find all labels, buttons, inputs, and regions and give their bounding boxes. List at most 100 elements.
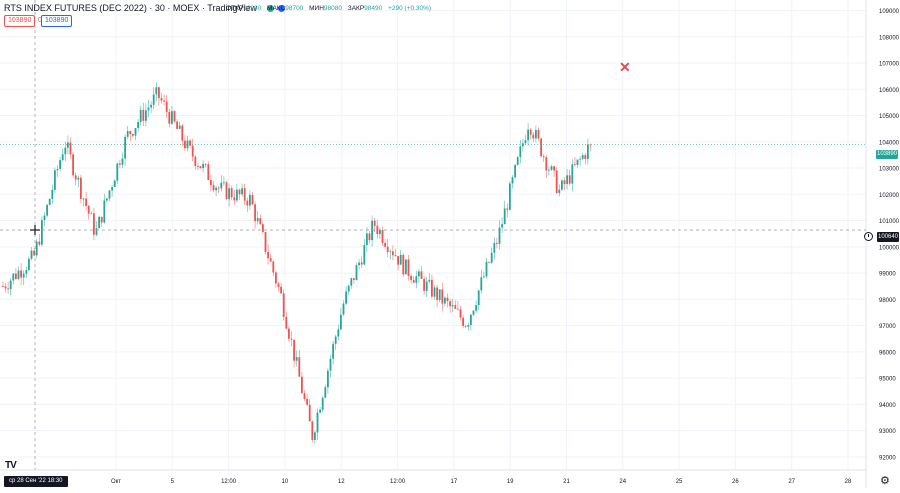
candle-body <box>220 182 223 189</box>
y-tick-label: 106000 <box>879 88 900 94</box>
candle-body <box>46 204 48 216</box>
candle-body <box>558 189 561 194</box>
clock-icon[interactable] <box>864 232 873 241</box>
candle-body <box>428 279 431 282</box>
y-tick-label: 101000 <box>879 219 900 225</box>
candle-body <box>147 107 150 111</box>
candle-body <box>59 160 61 169</box>
candle-body <box>236 189 238 201</box>
ohlc-low-label: МИН <box>309 5 324 12</box>
candle-body <box>25 270 28 274</box>
candle-body <box>264 231 267 252</box>
crosshair-price-label: 100640 <box>877 232 899 242</box>
candle-body <box>579 158 581 160</box>
candle-body <box>451 305 454 307</box>
candle-body <box>524 140 527 144</box>
candle-body <box>191 145 194 157</box>
candle-body <box>108 190 111 199</box>
x-tick-label: 24 <box>619 479 626 485</box>
interval-label[interactable]: 30 <box>154 3 165 13</box>
candle-body <box>386 246 389 253</box>
candle-body <box>423 278 425 291</box>
x-tick-label: 5 <box>171 479 175 485</box>
candle-body <box>342 303 345 315</box>
candle-body <box>69 142 72 155</box>
tradingview-logo-icon[interactable]: TV <box>5 460 17 471</box>
candle-body <box>194 156 197 167</box>
candle-body <box>126 131 129 137</box>
candle-body <box>134 128 137 136</box>
close-cross-icon[interactable]: ✕ <box>619 59 631 75</box>
candle-body <box>433 287 436 297</box>
candle-body <box>568 175 571 184</box>
candle-body <box>204 163 207 165</box>
candle-body <box>550 166 553 170</box>
candle-body <box>282 293 285 317</box>
candle-body <box>155 87 158 95</box>
crosshair-date-label: ср 28 Сен '22 18:30 <box>4 476 68 487</box>
candle-body <box>160 98 163 101</box>
buy-button[interactable]: 103890 <box>41 15 73 27</box>
x-tick-label: 26 <box>732 479 739 485</box>
candle-body <box>353 278 355 281</box>
y-tick-label: 98000 <box>879 298 896 304</box>
candle-body <box>410 275 412 281</box>
symbol-header[interactable]: RTS INDEX FUTURES (DEC 2022) · 30 · MOEX… <box>4 3 285 13</box>
ohlc-legend: ОТКР98230 МАКС98700 МИН98080 ЗАКР98490 +… <box>226 5 435 12</box>
candle-body <box>93 213 95 235</box>
candle-body <box>516 157 519 165</box>
candle-body <box>80 177 82 199</box>
candle-body <box>475 305 477 311</box>
candle-body <box>199 166 202 169</box>
candle-body <box>77 177 80 180</box>
candle-body <box>43 215 46 221</box>
sell-button[interactable]: 103890 <box>4 15 36 27</box>
candle-body <box>12 273 15 281</box>
candle-body <box>243 188 246 201</box>
candle-body <box>347 285 350 292</box>
symbol-name[interactable]: RTS INDEX FUTURES (DEC 2022) <box>4 3 147 13</box>
candle-body <box>165 101 168 112</box>
candle-body <box>152 94 155 105</box>
candle-body <box>477 290 480 306</box>
y-tick-label: 92000 <box>879 455 896 461</box>
candle-body <box>285 316 288 329</box>
ohlc-open-label: ОТКР <box>226 5 244 12</box>
y-tick-label: 103000 <box>879 167 900 173</box>
candle-body <box>545 157 548 171</box>
candle-body <box>480 277 483 291</box>
market-status-icon[interactable] <box>267 3 285 13</box>
candle-body <box>267 251 269 259</box>
candle-body <box>358 262 360 266</box>
candle-body <box>503 208 506 225</box>
candle-body <box>316 412 319 433</box>
candle-body <box>314 432 316 440</box>
candle-body <box>589 144 592 146</box>
candle-body <box>215 187 217 191</box>
settings-gear-icon[interactable]: ⚙ <box>880 475 890 487</box>
candle-body <box>223 182 225 184</box>
candle-body <box>355 265 358 281</box>
exchange-label: MOEX <box>172 3 200 13</box>
candle-body <box>363 245 366 265</box>
candle-body <box>319 409 321 413</box>
candle-body <box>418 271 420 277</box>
candle-body <box>384 242 386 247</box>
candle-body <box>298 357 301 377</box>
candle-body <box>381 230 384 243</box>
candle-body <box>464 325 467 327</box>
x-tick-label: 17 <box>451 479 458 485</box>
candle-body <box>251 194 254 205</box>
x-tick-label: 25 <box>676 479 683 485</box>
candle-body <box>509 183 511 210</box>
candle-body <box>392 251 394 256</box>
candle-body <box>249 194 251 206</box>
y-tick-label: 95000 <box>879 377 896 383</box>
candle-body <box>290 338 293 340</box>
candle-body <box>228 188 230 200</box>
candle-body <box>431 279 433 297</box>
candle-body <box>238 189 241 195</box>
candle-body <box>207 164 210 181</box>
